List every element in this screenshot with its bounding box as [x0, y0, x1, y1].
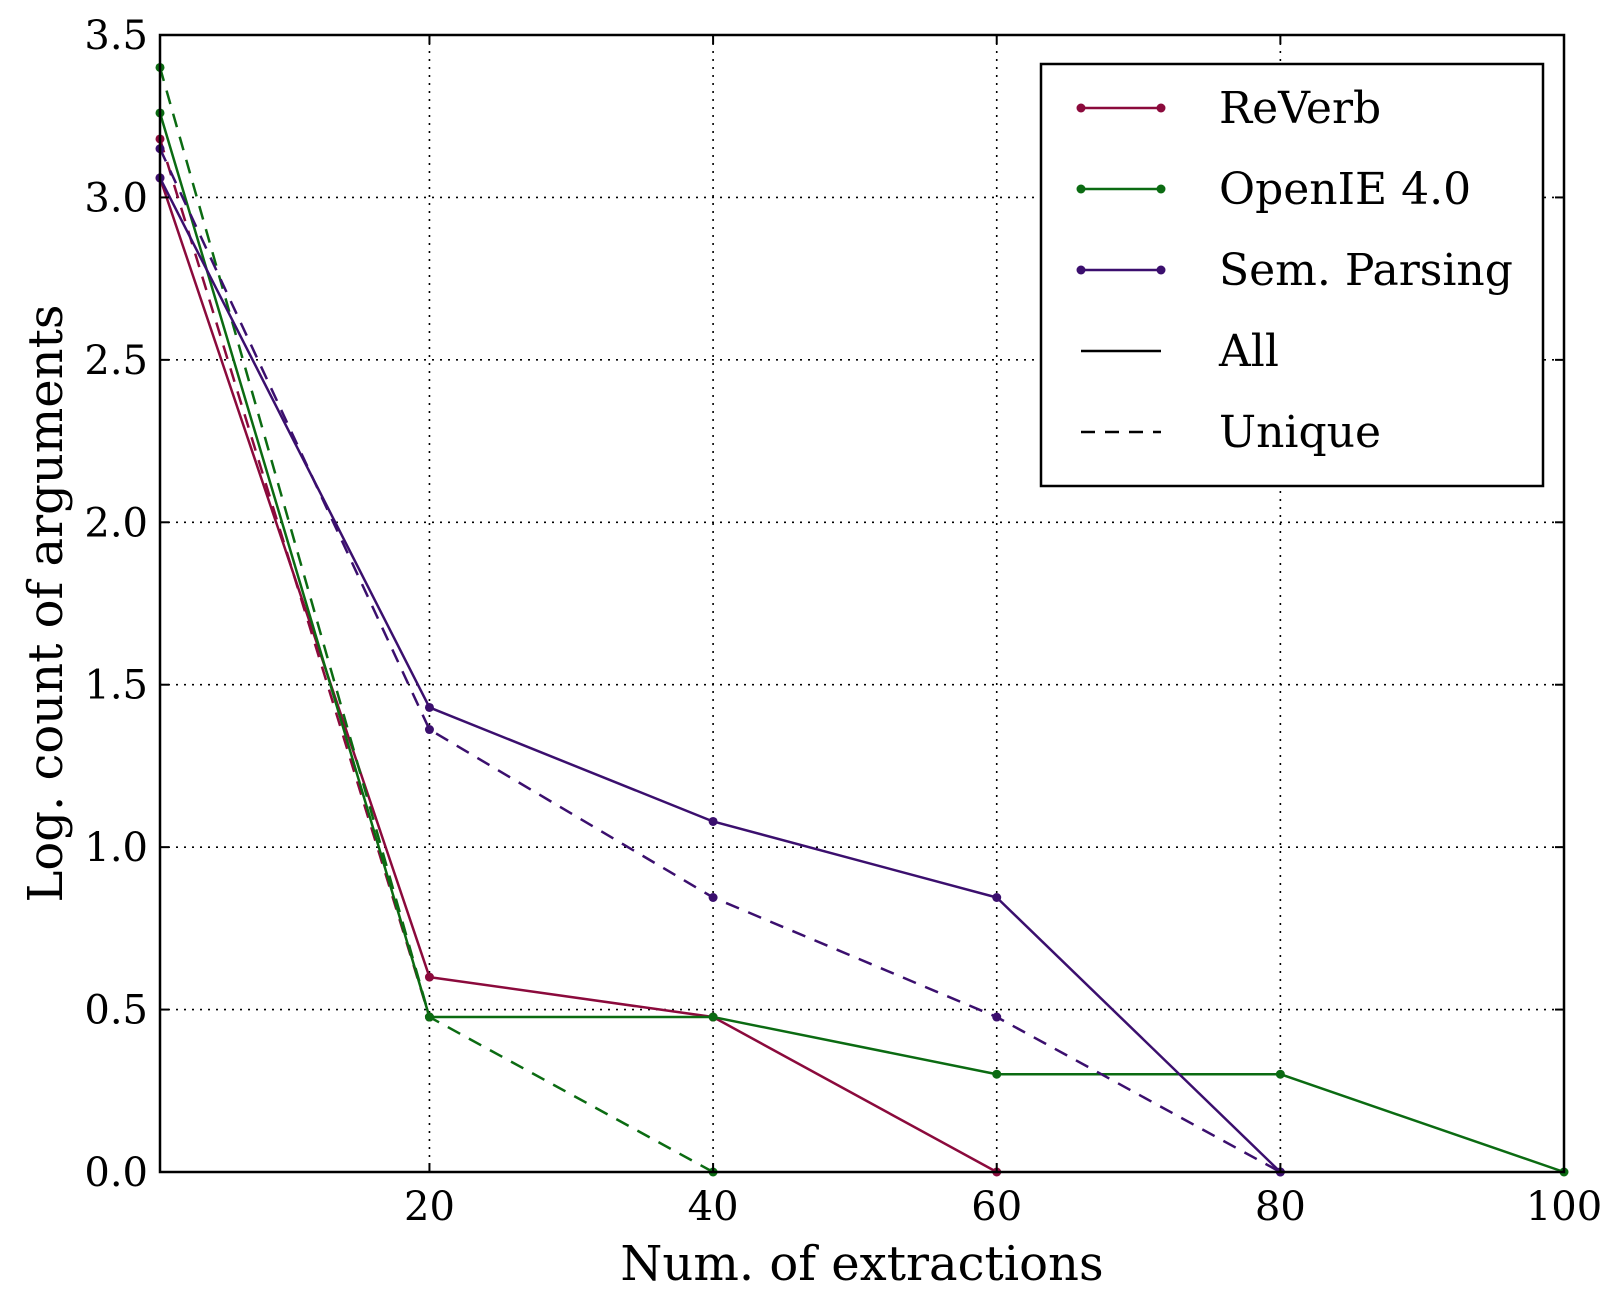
x-tick-label: 40 — [688, 1184, 739, 1230]
x-tick-labels: 20 40 60 80 100 — [404, 1184, 1602, 1230]
legend-marker-sem-parsing — [1076, 265, 1086, 275]
y-tick-labels: 0.0 0.5 1.0 1.5 2.0 2.5 3.0 3.5 — [84, 13, 148, 1196]
x-tick-label: 80 — [1255, 1184, 1306, 1230]
y-axis-label: Log. count of arguments — [18, 304, 74, 902]
legend-marker-openie-4-0 — [1076, 184, 1086, 194]
axis-ticks — [160, 34, 1565, 1173]
sem-parsing-unique-point — [992, 1012, 1002, 1022]
legend-label-sem-parsing: Sem. Parsing — [1219, 245, 1513, 296]
reverb-all-line — [158, 177, 998, 1174]
x-tick-label: 20 — [404, 1184, 455, 1230]
legend-marker-reverb — [1076, 103, 1086, 113]
sem-parsing-all-point — [708, 816, 718, 826]
openie-4-0-unique-point — [424, 1012, 434, 1022]
legend-marker-reverb — [1156, 103, 1166, 113]
legend-box — [1039, 62, 1545, 488]
sem-parsing-all-point — [424, 702, 434, 712]
y-tick-label: 0.5 — [84, 988, 148, 1034]
openie-4-0-all-point — [992, 1069, 1002, 1079]
y-tick-label: 2.0 — [84, 500, 148, 546]
y-tick-label: 3.0 — [84, 175, 148, 221]
reverb-unique-line — [158, 138, 431, 1018]
legend: ReVerb OpenIE 4.0 Sem. Parsing All Unique — [1039, 62, 1545, 488]
reverb-all-point — [424, 972, 434, 982]
y-tick-label: 0.0 — [84, 1150, 148, 1196]
y-tick-label: 1.5 — [84, 663, 148, 709]
x-axis-label: Num. of extractions — [620, 1236, 1103, 1292]
legend-label-openie-4-0: OpenIE 4.0 — [1219, 164, 1471, 215]
openie-4-0-all-point — [708, 1012, 718, 1022]
series-lines — [155, 62, 1569, 1177]
legend-marker-openie-4-0 — [1156, 184, 1166, 194]
y-tick-label: 1.0 — [84, 825, 148, 871]
legend-marker-sem-parsing — [1156, 265, 1166, 275]
legend-label-reverb: ReVerb — [1219, 83, 1381, 134]
sem-parsing-all-point — [992, 892, 1002, 902]
legend-label-unique: Unique — [1219, 407, 1381, 458]
sem-parsing-unique-point — [424, 725, 434, 735]
openie-4-0-all-line — [158, 112, 1565, 1174]
y-tick-label: 3.5 — [84, 13, 148, 59]
legend-label-all: All — [1218, 326, 1279, 377]
x-tick-label: 100 — [1526, 1184, 1602, 1230]
plot-frame — [158, 33, 1566, 1174]
y-tick-label: 2.5 — [84, 338, 148, 384]
openie-4-0-all-point — [1275, 1069, 1285, 1079]
sem-parsing-unique-point — [708, 892, 718, 902]
x-tick-label: 60 — [971, 1184, 1022, 1230]
